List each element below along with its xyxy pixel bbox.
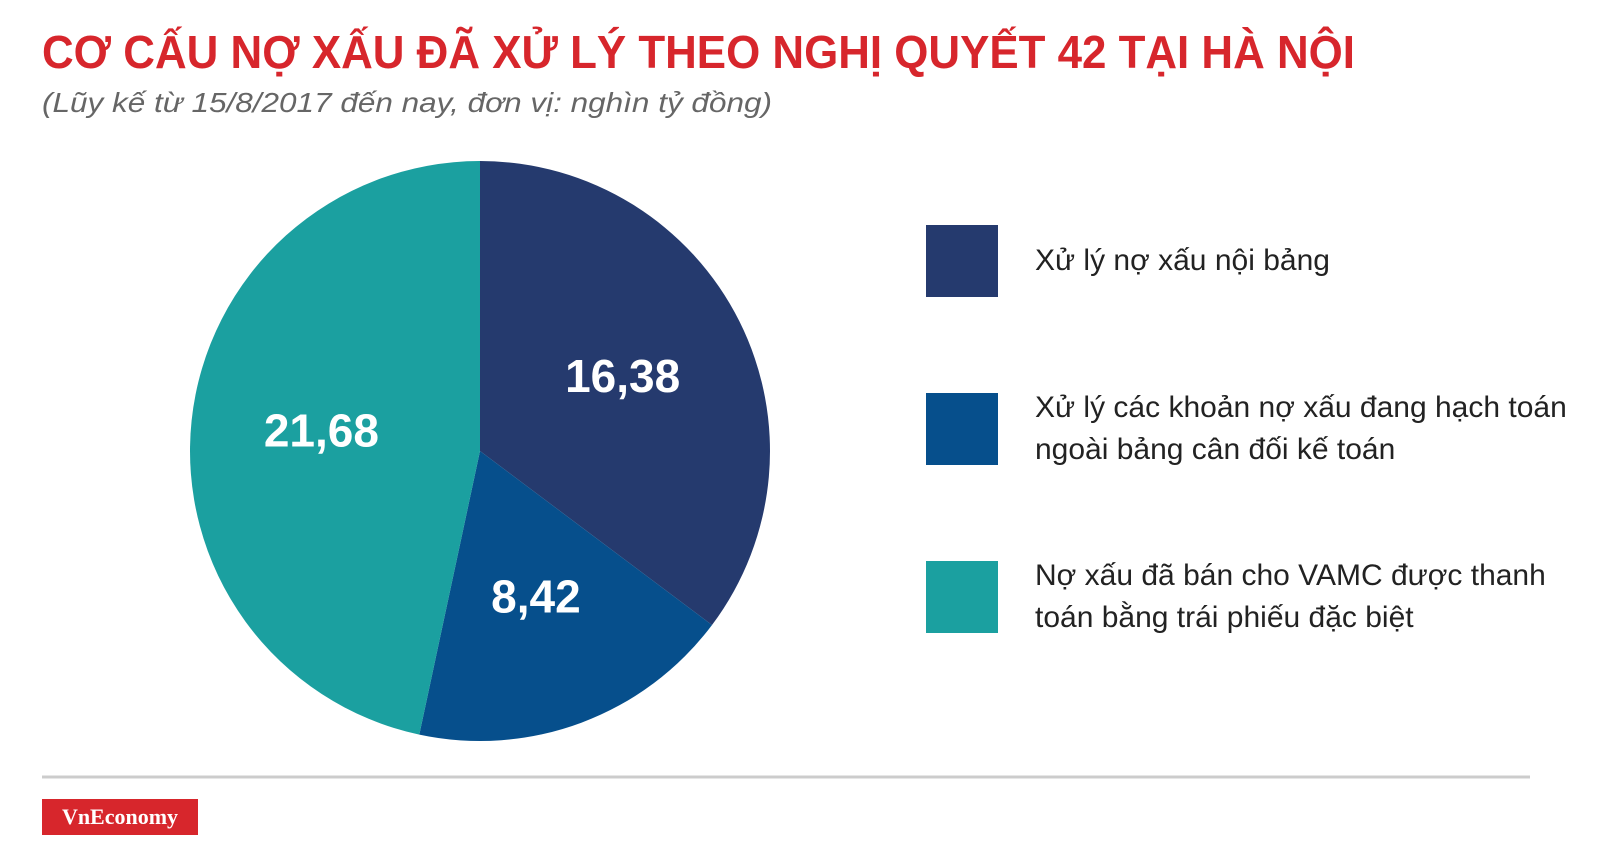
legend-swatch bbox=[926, 225, 998, 297]
legend-swatch bbox=[926, 561, 998, 633]
legend-swatch bbox=[926, 393, 998, 465]
pie-slice bbox=[419, 451, 713, 741]
source-logo: VnEconomy bbox=[62, 804, 178, 829]
pie-slice bbox=[190, 161, 480, 735]
legend-label: Xử lý nợ xấu nội bảng bbox=[1035, 244, 1330, 277]
pie-slice bbox=[480, 161, 771, 625]
value-label: 16,38 bbox=[565, 350, 680, 402]
chart-title: CƠ CẤU NỢ XẤU ĐÃ XỬ LÝ THEO NGHỊ QUYẾT 4… bbox=[42, 26, 1355, 78]
logo-box bbox=[42, 799, 198, 835]
legend-label: Xử lý các khoản nợ xấu đang hạch toán ng… bbox=[1035, 391, 1567, 466]
value-label: 8,42 bbox=[491, 571, 581, 623]
value-label: 21,68 bbox=[264, 404, 379, 456]
chart-subtitle: (Lũy kế từ 15/8/2017 đến nay, đơn vị: ng… bbox=[42, 87, 772, 118]
legend-label: Nợ xấu đã bán cho VAMC được thanh toán b… bbox=[1035, 559, 1546, 634]
